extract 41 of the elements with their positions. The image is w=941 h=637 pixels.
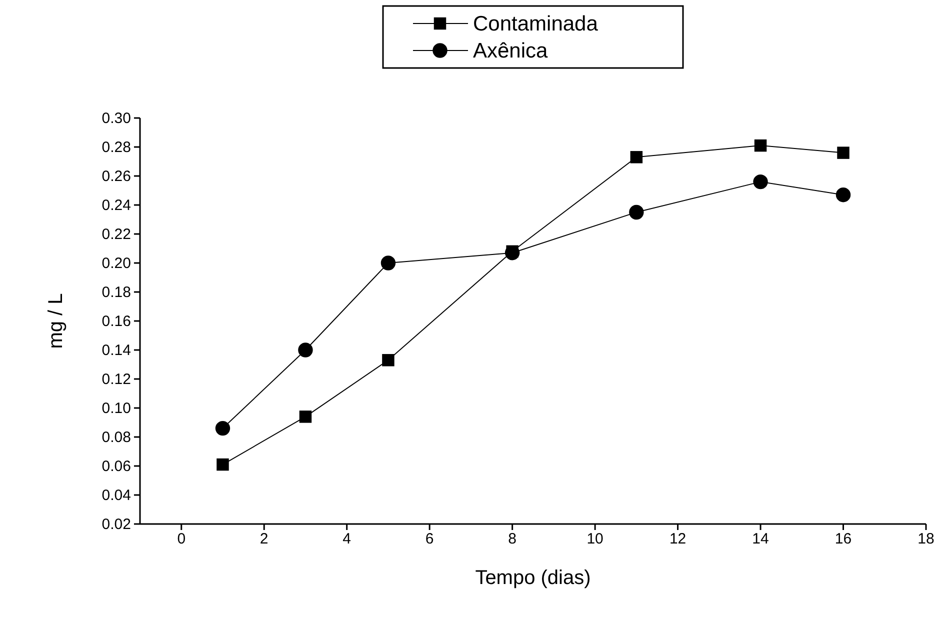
y-tick-label: 0.14 [102,342,131,359]
point [629,204,644,220]
x-tick-label: 6 [425,530,434,548]
legend-label: Axênica [473,40,548,62]
point [836,188,851,202]
point [382,354,394,366]
legend-label: Contaminada [473,12,598,36]
x-tick-label: 12 [669,530,686,548]
y-tick-label: 0.26 [102,168,131,185]
y-tick-label: 0.24 [102,196,131,214]
y-tick-label: 0.20 [102,254,131,272]
y-tick-label: 0.04 [102,486,131,504]
x-tick-label: 16 [834,530,852,548]
point [380,256,396,270]
y-tick-label: 0.18 [102,284,131,301]
x-tick-label: 10 [586,530,604,548]
x-axis-title: Tempo (dias) [475,567,591,589]
x-tick-label: 4 [342,530,352,548]
y-tick-label: 0.22 [102,226,131,243]
x-tick-label: 18 [918,530,934,548]
point [299,410,312,423]
point [216,458,229,471]
point [837,146,850,159]
point [754,139,767,152]
x-tick-label: 0 [177,530,186,548]
y-axis-title: mg / L [45,293,67,349]
point [215,420,230,436]
x-tick-label: 8 [508,530,516,548]
point [630,151,643,164]
y-tick-label: 0.30 [102,110,131,127]
x-tick-label: 2 [260,530,268,548]
y-tick-label: 0.02 [102,516,131,533]
y-tick-label: 0.12 [102,370,131,388]
y-tick-label: 0.08 [102,428,131,446]
y-tick-label: 0.28 [102,138,131,156]
y-tick-label: 0.16 [102,312,131,330]
point [753,174,768,190]
y-tick-label: 0.06 [102,458,131,475]
point [298,342,313,358]
x-tick-label: 14 [752,530,769,548]
y-tick-label: 0.10 [102,400,131,417]
